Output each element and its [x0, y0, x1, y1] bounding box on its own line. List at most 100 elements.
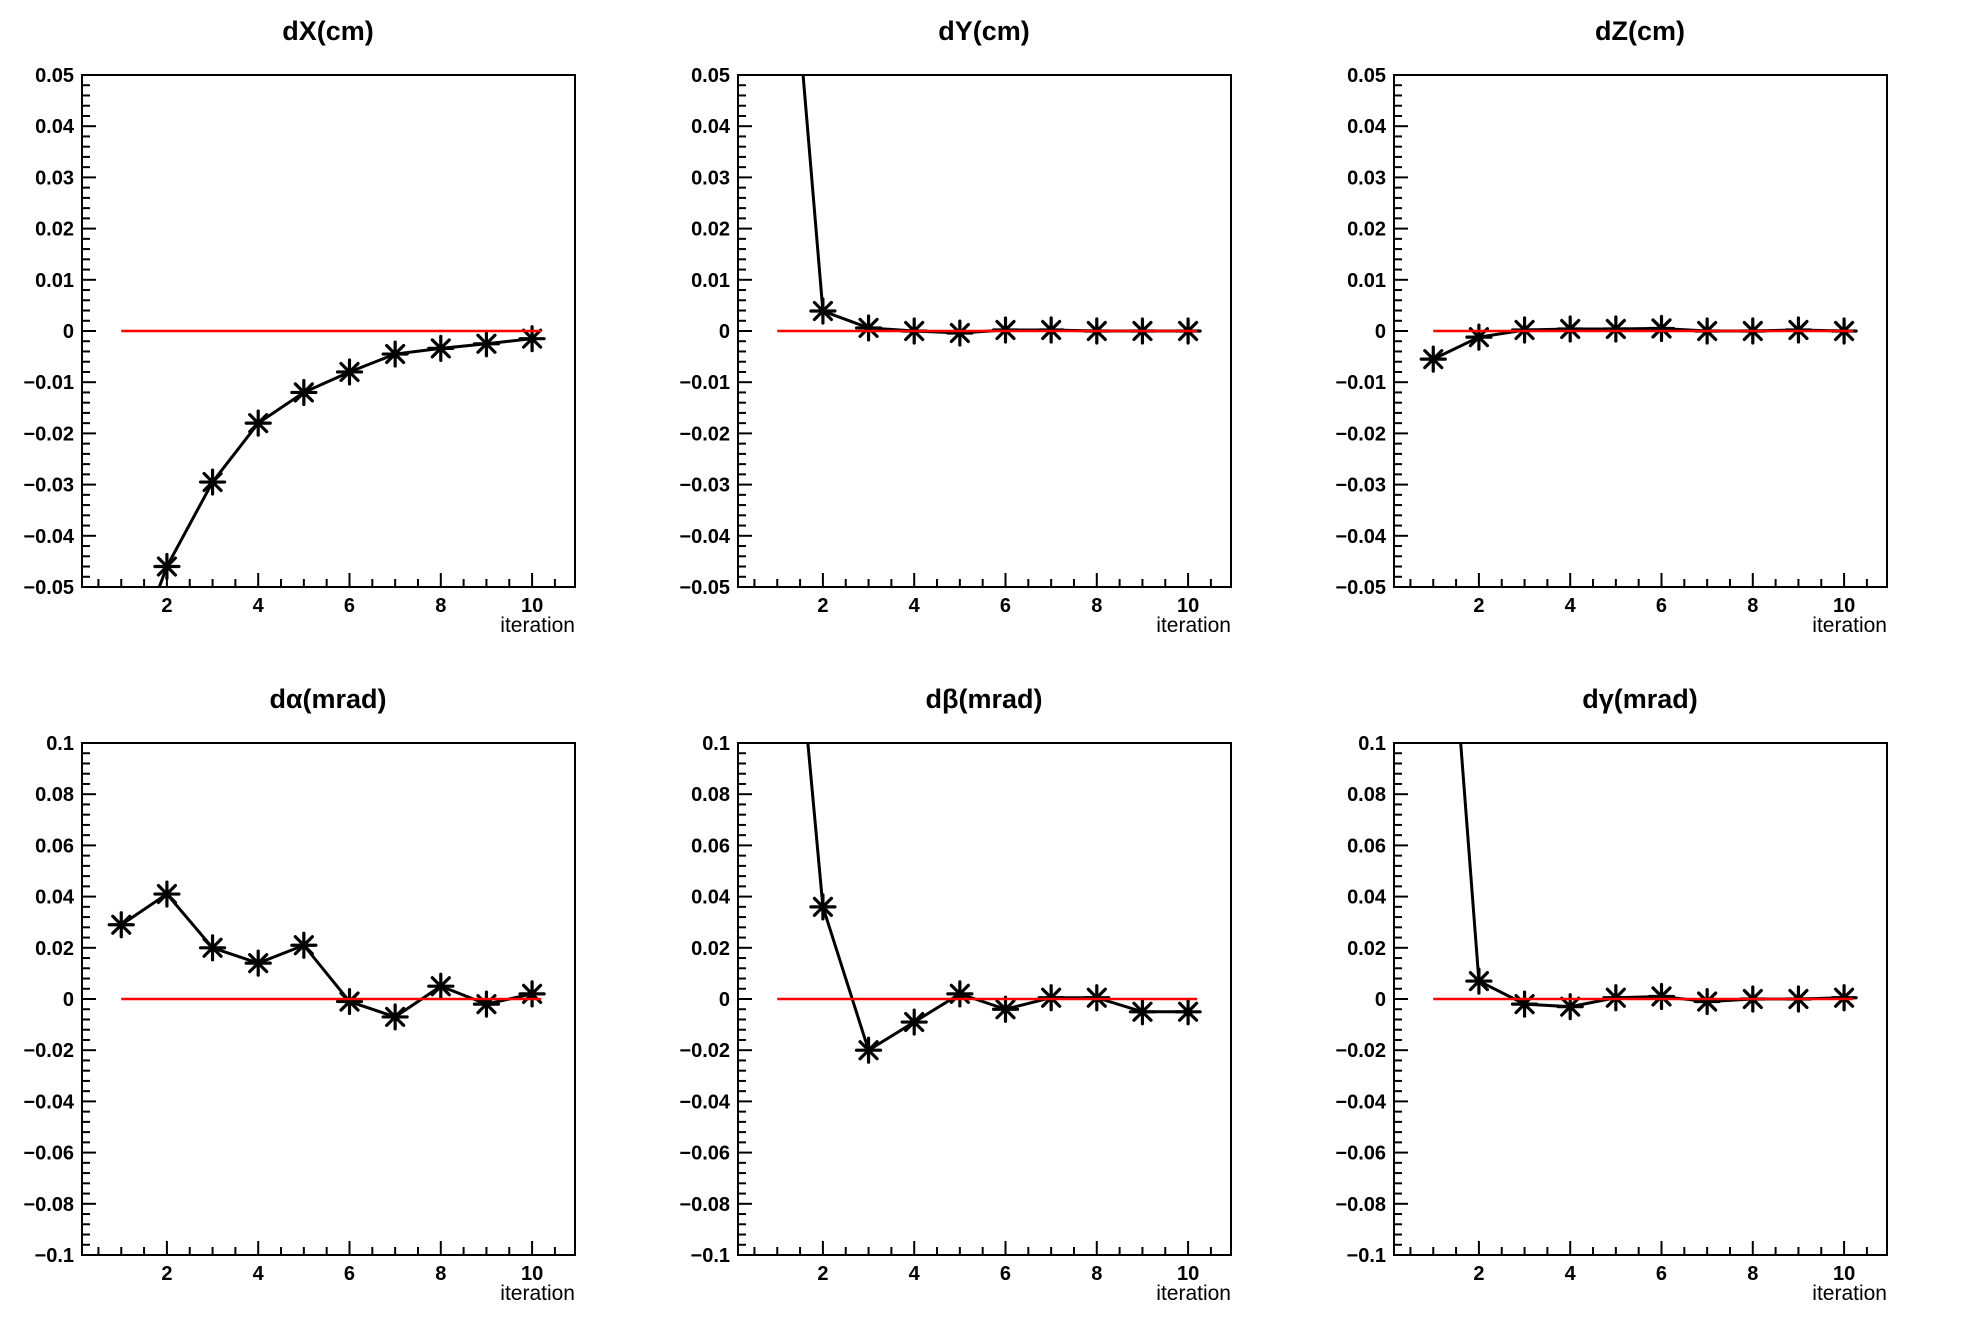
y-tick-label: −0.1 — [691, 1245, 730, 1267]
star-marker — [472, 990, 501, 1018]
x-axis-title: iteration — [500, 614, 575, 637]
x-tick-label: 8 — [435, 595, 446, 617]
y-axis: −0.05 −0.04 −0.03 −0.02 −0.01 0 0.01 0.02 0.03 0.… — [1335, 65, 1408, 599]
y-tick-label: 0 — [63, 321, 74, 343]
x-tick-label: 6 — [1656, 1263, 1667, 1285]
y-tick-label: 0.05 — [1347, 65, 1386, 87]
data-markers — [107, 880, 546, 1031]
x-tick-label: 6 — [1656, 595, 1667, 617]
y-tick-label: 0.04 — [1347, 887, 1387, 909]
chart-svg: −0.05 −0.04 −0.03 −0.02 −0.01 0 0.01 0.02 0.03 0.… — [679, 16, 1232, 637]
y-tick-label: 0.03 — [691, 167, 730, 189]
y-tick-label: 0 — [719, 321, 730, 343]
star-marker — [153, 880, 181, 908]
y-tick-label: −0.02 — [1335, 1040, 1386, 1062]
y-tick-label: 0.1 — [46, 733, 74, 755]
star-marker — [1128, 998, 1157, 1026]
chart-title: dβ(mrad) — [926, 684, 1043, 714]
chart-svg: −0.05 −0.04 −0.03 −0.02 −0.01 0 0.01 0.02 0.03 0.… — [1335, 16, 1888, 637]
star-marker — [900, 1008, 928, 1036]
star-marker — [472, 330, 501, 358]
y-tick-label: 0.06 — [35, 835, 74, 857]
x-tick-label: 4 — [909, 1263, 921, 1285]
data-markers — [153, 325, 546, 581]
chart-panel-dalpha: −0.1 −0.08 −0.06 −0.04 −0.02 0 0.02 0.04 0.06 0.0… — [0, 668, 656, 1336]
x-tick-label: 8 — [435, 1263, 446, 1285]
y-tick-label: −0.08 — [679, 1194, 730, 1216]
y-tick-label: 0.01 — [691, 270, 730, 292]
star-marker — [427, 972, 455, 1000]
x-tick-label: 6 — [1000, 595, 1011, 617]
star-marker — [1465, 967, 1493, 995]
star-marker — [381, 1003, 409, 1031]
x-axis-title: iteration — [1156, 614, 1231, 637]
x-tick-label: 10 — [521, 1263, 543, 1285]
y-tick-label: −0.02 — [1335, 423, 1386, 445]
data-markers — [809, 893, 1202, 1064]
star-marker — [1693, 987, 1721, 1016]
y-tick-label: 0.04 — [1347, 116, 1387, 138]
y-tick-label: 0.03 — [35, 167, 74, 189]
y-tick-label: −0.06 — [1335, 1143, 1386, 1165]
y-tick-label: −0.04 — [679, 526, 730, 548]
x-tick-label: 4 — [253, 595, 265, 617]
y-tick-label: −0.05 — [679, 577, 730, 599]
y-tick-label: 0.02 — [691, 219, 730, 241]
y-tick-label: 0.04 — [35, 887, 75, 909]
chart-svg: −0.1 −0.08 −0.06 −0.04 −0.02 0 0.02 0.04 0.06 0.0… — [1335, 684, 1888, 1305]
star-marker — [153, 552, 181, 581]
star-marker — [1037, 984, 1065, 1012]
x-axis-title: iteration — [1812, 1282, 1887, 1305]
y-tick-label: −0.01 — [23, 372, 74, 394]
star-marker — [1556, 315, 1584, 343]
x-tick-label: 2 — [161, 595, 172, 617]
y-tick-label: 0.02 — [1347, 219, 1386, 241]
data-line — [801, 75, 1189, 335]
y-tick-label: −0.03 — [23, 475, 74, 497]
y-tick-label: 0.06 — [1347, 835, 1386, 857]
y-tick-label: −0.02 — [679, 423, 730, 445]
y-tick-label: −0.08 — [23, 1194, 74, 1216]
x-tick-label: 4 — [253, 1263, 265, 1285]
star-marker — [809, 297, 837, 325]
y-tick-label: −0.05 — [23, 577, 74, 599]
chart-panel-dbeta: −0.1 −0.08 −0.06 −0.04 −0.02 0 0.02 0.04 0.06 0.0… — [656, 668, 1312, 1336]
data-line — [120, 892, 533, 1019]
star-marker — [809, 893, 837, 921]
star-marker — [290, 378, 318, 407]
x-tick-label: 2 — [1473, 1263, 1484, 1285]
data-line — [806, 743, 1189, 1053]
x-tick-label: 2 — [817, 595, 828, 617]
star-marker — [1647, 982, 1676, 1011]
star-marker — [991, 995, 1020, 1023]
chart-title: dX(cm) — [282, 16, 374, 46]
star-marker — [1647, 314, 1676, 343]
y-tick-label: −0.04 — [23, 526, 74, 548]
star-marker — [335, 987, 364, 1016]
x-tick-label: 10 — [521, 595, 543, 617]
y-tick-label: −0.03 — [1335, 475, 1386, 497]
y-tick-label: −0.02 — [23, 1040, 74, 1062]
y-axis: −0.05 −0.04 −0.03 −0.02 −0.01 0 0.01 0.02 0.03 0.… — [23, 65, 96, 599]
y-tick-label: 0 — [1375, 989, 1386, 1011]
y-tick-label: 0.02 — [1347, 938, 1386, 960]
x-tick-label: 8 — [1091, 595, 1102, 617]
star-marker — [1083, 984, 1111, 1012]
star-marker — [1602, 984, 1630, 1012]
star-marker — [381, 340, 409, 368]
data-markers — [809, 297, 1202, 347]
y-tick-label: −0.01 — [679, 372, 730, 394]
x-tick-label: 2 — [817, 1263, 828, 1285]
star-marker — [107, 911, 135, 939]
star-marker — [946, 319, 974, 347]
x-axis-title: iteration — [1812, 614, 1887, 637]
x-tick-label: 6 — [344, 1263, 355, 1285]
x-tick-label: 8 — [1091, 1263, 1102, 1285]
x-axis-title: iteration — [500, 1282, 575, 1305]
y-tick-label: −0.06 — [23, 1143, 74, 1165]
star-marker — [854, 314, 883, 342]
y-tick-label: −0.02 — [23, 423, 74, 445]
